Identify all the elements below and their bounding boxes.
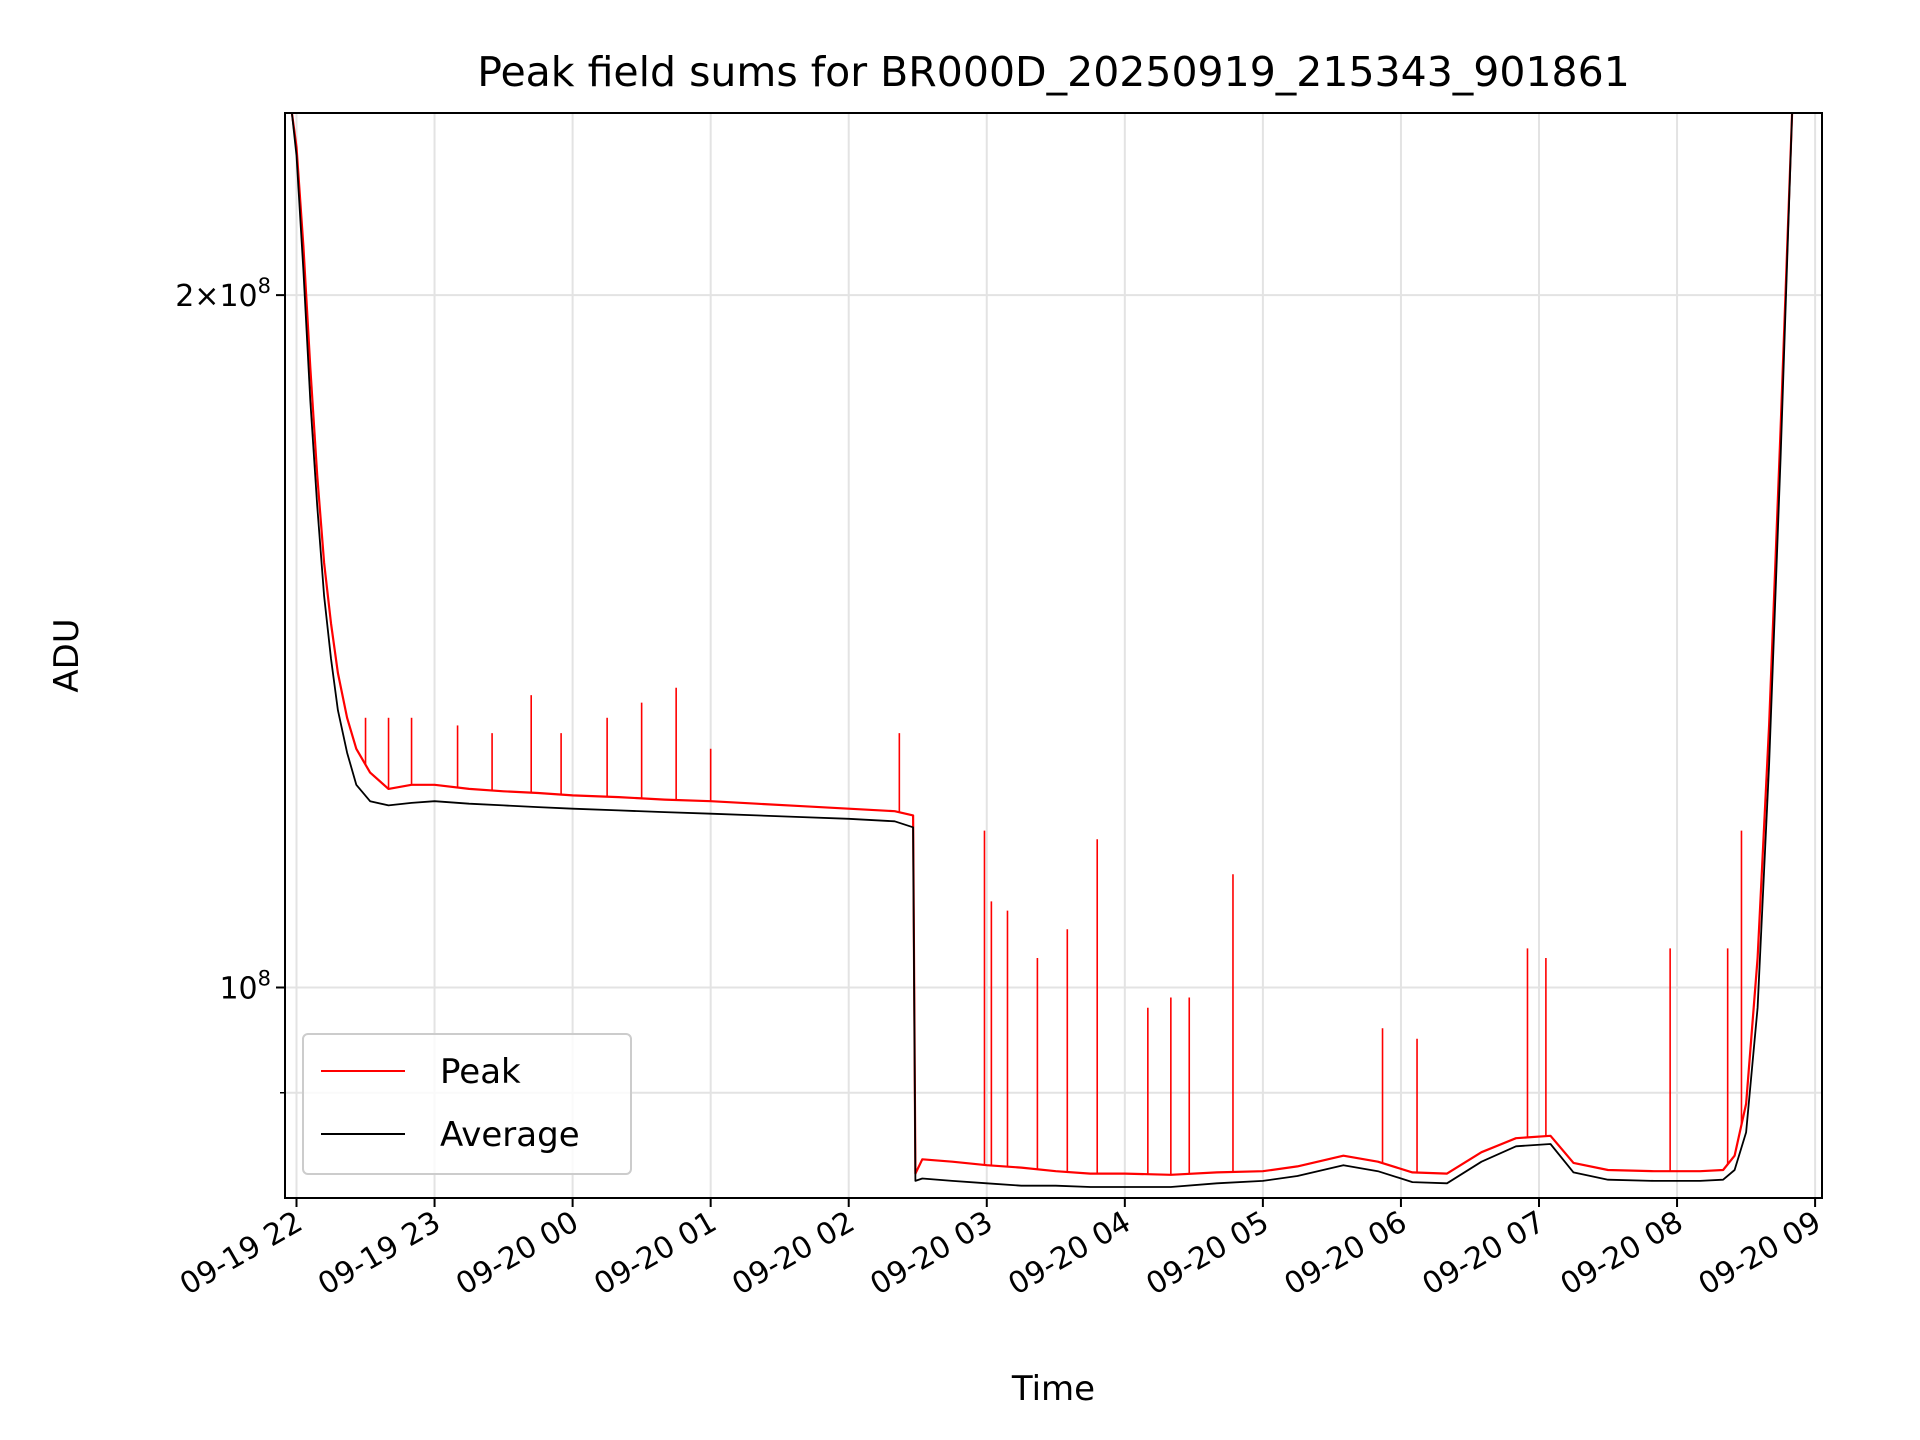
x-axis-label: Time	[1011, 1369, 1095, 1409]
legend-label-peak: Peak	[440, 1052, 521, 1092]
plot-frame	[284, 112, 1823, 1199]
y-tick-exponent: 8	[258, 967, 271, 991]
series-line-peak	[290, 113, 1794, 1176]
plot-series	[290, 113, 1794, 1188]
y-tick-mantissa: 2	[175, 279, 194, 314]
legend: Peak Average	[302, 1033, 632, 1175]
chart-title: Peak field sums for BR000D_20250919_2153…	[477, 48, 1630, 96]
y-tick-label: 108	[219, 967, 271, 1007]
y-tick-base: 10	[219, 972, 257, 1007]
y-tick-label: 2×108	[175, 274, 271, 314]
y-axis-label: ADU	[47, 618, 87, 692]
y-tick-exponent: 8	[258, 274, 271, 298]
legend-box	[302, 1033, 632, 1175]
legend-label-average: Average	[440, 1115, 580, 1155]
y-tick-times: ×	[194, 279, 219, 314]
series-line-average	[291, 113, 1793, 1188]
grid	[285, 113, 1822, 1198]
y-tick-base: 10	[219, 279, 257, 314]
